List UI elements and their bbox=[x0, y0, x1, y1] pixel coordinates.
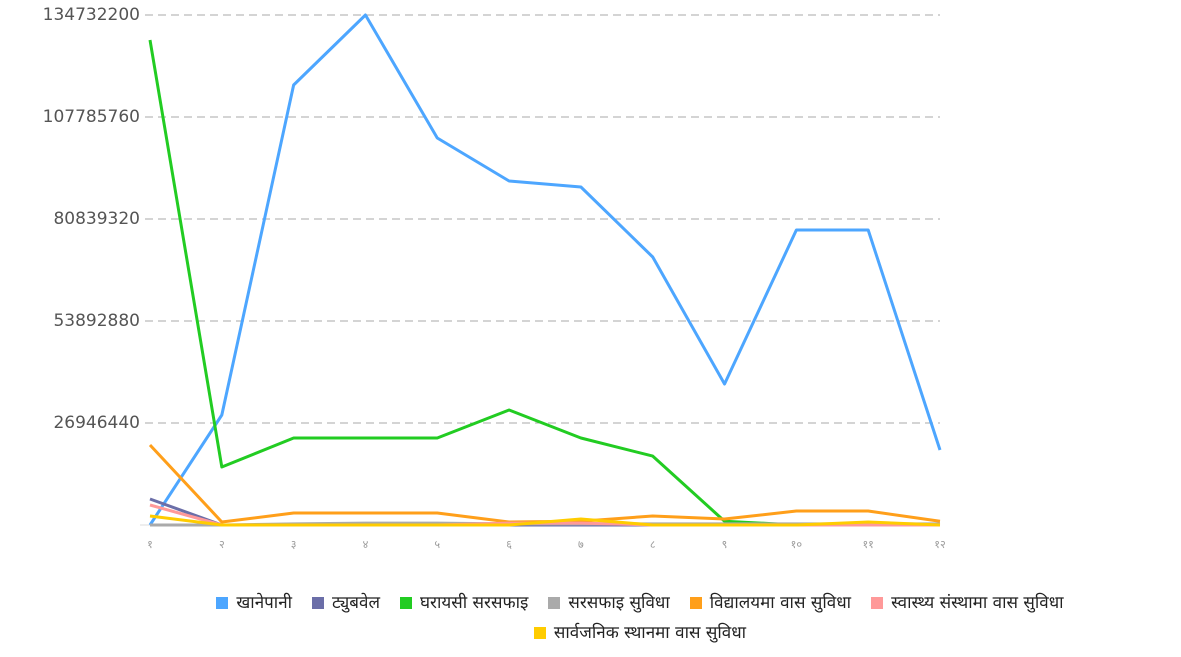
x-tick-label: ७ bbox=[578, 538, 584, 551]
legend-label: विद्यालयमा वास सुविधा bbox=[709, 593, 852, 613]
x-tick-label: ११ bbox=[862, 538, 873, 551]
legend-item[interactable]: ट्युबवेल bbox=[312, 588, 380, 618]
legend-swatch bbox=[689, 597, 702, 609]
x-tick-label: ४ bbox=[363, 538, 369, 551]
x-tick-label: ५ bbox=[434, 538, 440, 551]
legend-swatch bbox=[871, 597, 884, 609]
x-tick-label: ९ bbox=[722, 538, 728, 551]
x-tick-label: १० bbox=[791, 538, 803, 551]
legend-item[interactable]: सार्वजनिक स्थानमा वास सुविधा bbox=[533, 618, 747, 648]
x-tick-label: ३ bbox=[291, 538, 297, 551]
legend-item[interactable]: विद्यालयमा वास सुविधा bbox=[689, 588, 852, 618]
series-line bbox=[149, 514, 941, 527]
x-tick-label: १ bbox=[147, 538, 153, 551]
x-tick-label: १२ bbox=[934, 538, 945, 551]
legend-label: खानेपानी bbox=[236, 593, 293, 613]
x-tick-label: २ bbox=[219, 538, 225, 551]
legend-item[interactable]: घरायसी सरसफाइ bbox=[400, 588, 528, 618]
series-line bbox=[148, 39, 940, 527]
series-line bbox=[148, 13, 942, 526]
legend-label: सरसफाइ सुविधा bbox=[568, 593, 670, 613]
legend-label: ट्युबवेल bbox=[332, 593, 380, 613]
legend-item[interactable]: सरसफाइ सुविधा bbox=[548, 588, 670, 618]
legend-swatch bbox=[216, 597, 229, 609]
legend-swatch bbox=[533, 627, 546, 639]
legend-item[interactable]: खानेपानी bbox=[216, 588, 292, 618]
legend-item[interactable]: स्वास्थ्य संस्थामा वास सुविधा bbox=[871, 588, 1064, 618]
legend-swatch bbox=[312, 597, 325, 609]
x-tick-label: ८ bbox=[650, 538, 656, 551]
legend: खानेपानी ट्युबवेल घरायसी सरसफाइ सरसफाइ सुवि… bbox=[100, 588, 1180, 648]
x-tick-label: ६ bbox=[506, 538, 512, 551]
legend-label: स्वास्थ्य संस्थामा वास सुविधा bbox=[891, 593, 1064, 613]
legend-swatch bbox=[400, 597, 412, 609]
y-tick-label: 134732200 bbox=[43, 5, 140, 25]
legend-swatch bbox=[548, 597, 561, 609]
y-tick-label: 53892880 bbox=[53, 311, 140, 331]
chart: 26946440 53892880 80839320 107785760 1347322… bbox=[43, 5, 946, 551]
series-line bbox=[148, 443, 941, 524]
legend-label: घरायसी सरसफाइ bbox=[420, 593, 529, 613]
y-tick-label: 26946440 bbox=[53, 413, 140, 433]
legend-label: सार्वजनिक स्थानमा वास सुविधा bbox=[553, 623, 747, 643]
y-tick-label: 80839320 bbox=[53, 209, 140, 229]
y-tick-label: 107785760 bbox=[43, 107, 140, 127]
